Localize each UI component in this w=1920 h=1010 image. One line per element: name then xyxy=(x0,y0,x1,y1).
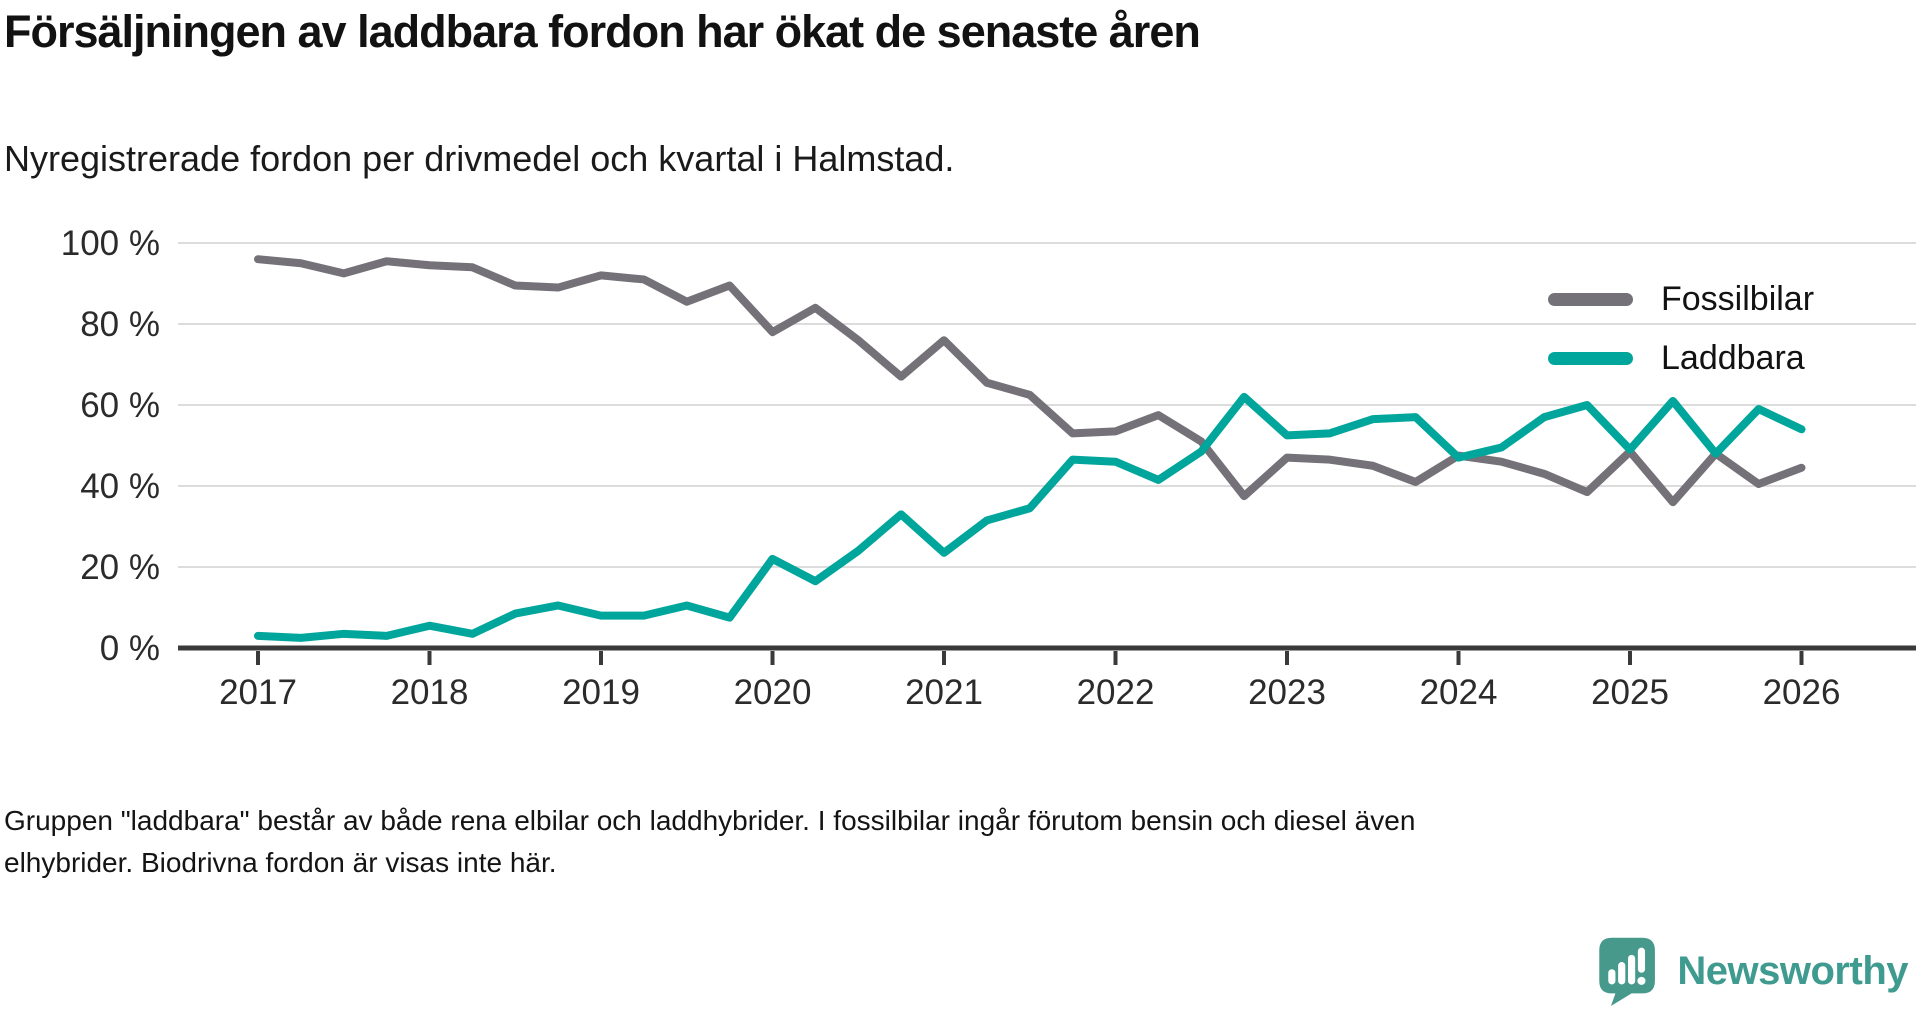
x-tick-label: 2020 xyxy=(734,673,812,712)
x-tick-label: 2026 xyxy=(1763,673,1841,712)
legend-swatch-laddbara xyxy=(1548,351,1633,365)
x-tick-label: 2025 xyxy=(1591,673,1669,712)
newsworthy-logo-text: Newsworthy xyxy=(1677,948,1908,993)
y-tick-label: 20 % xyxy=(80,548,160,587)
footnote-line-2: elhybrider. Biodrivna fordon är visas in… xyxy=(4,847,557,878)
newsworthy-logo-icon xyxy=(1599,937,1656,1006)
logo-exclamation-dot xyxy=(1637,976,1646,985)
x-tick-label: 2018 xyxy=(391,673,469,712)
y-tick-label: 60 % xyxy=(80,386,160,425)
y-tick-label: 80 % xyxy=(80,305,160,344)
x-tick-label: 2022 xyxy=(1077,673,1155,712)
legend: Fossilbilar Laddbara xyxy=(1548,279,1814,397)
series-line-laddbara xyxy=(254,392,1806,642)
y-tick-label: 100 % xyxy=(61,224,160,263)
y-tick-label: 40 % xyxy=(80,467,160,506)
legend-label-laddbara: Laddbara xyxy=(1661,338,1805,377)
logo-bar-large xyxy=(1628,954,1636,985)
x-tick-label: 2017 xyxy=(219,673,297,712)
x-tick-label: 2021 xyxy=(905,673,983,712)
x-tick-label: 2024 xyxy=(1420,673,1498,712)
x-tick-label: 2019 xyxy=(562,673,640,712)
newsworthy-logo: Newsworthy xyxy=(1595,936,1908,1006)
y-tick-label: 0 % xyxy=(100,629,160,668)
logo-bar-medium xyxy=(1618,962,1626,985)
footnote-line-1: Gruppen "laddbara" består av både rena e… xyxy=(4,805,1416,836)
legend-swatch-fossilbilar xyxy=(1548,292,1633,306)
legend-item-laddbara: Laddbara xyxy=(1548,338,1814,378)
x-tick-label: 2023 xyxy=(1248,673,1326,712)
legend-item-fossilbilar: Fossilbilar xyxy=(1548,279,1814,319)
logo-bar-small xyxy=(1608,969,1616,985)
logo-exclamation-bar xyxy=(1638,947,1646,973)
footnote: Gruppen "laddbara" består av både rena e… xyxy=(4,800,1415,884)
logo-bubble xyxy=(1599,937,1656,1006)
page-subtitle: Nyregistrerade fordon per drivmedel och … xyxy=(4,138,955,179)
legend-label-fossilbilar: Fossilbilar xyxy=(1661,279,1815,318)
series-line-fossilbilar xyxy=(254,255,1806,507)
page-title: Försäljningen av laddbara fordon har öka… xyxy=(4,6,1201,57)
